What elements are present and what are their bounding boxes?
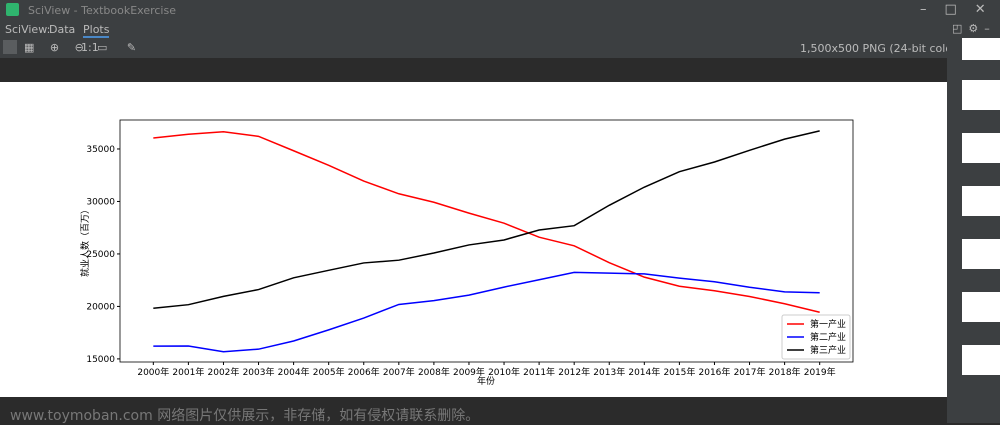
thumbnail[interactable]	[962, 345, 1000, 375]
tab[interactable]: Data	[49, 23, 76, 36]
legend-box	[781, 314, 851, 360]
x-tick-label: 2003年	[243, 366, 275, 378]
chart: 年份 就业人数（百万） 15000 20000 25000 30000 35000 200…	[0, 82, 947, 397]
x-tick-label: 2009年	[453, 366, 485, 378]
x-tick-label: 2010年	[488, 366, 520, 378]
line-series	[153, 271, 820, 353]
x-tick-label: 2019年	[804, 366, 836, 378]
x-tick-label: 2006年	[348, 366, 380, 378]
tab[interactable]: Plots	[83, 23, 110, 38]
sidebar: ◰⚙–	[947, 20, 1000, 423]
x-tick-label: 2001年	[172, 366, 204, 378]
y-tick-label: 35000	[86, 145, 115, 155]
x-tick-label: 2007年	[383, 366, 415, 378]
x-tick-label: 2002年	[208, 366, 240, 378]
thumbnail[interactable]	[962, 38, 1000, 60]
x-tick-label: 2005年	[313, 366, 345, 378]
tab-label: SciView:	[5, 23, 51, 36]
thumbnail[interactable]	[962, 186, 1000, 216]
thumbnail[interactable]	[962, 239, 1000, 269]
tab-bar: SciView: Data Plots	[0, 20, 947, 38]
window-controls[interactable]: –□✕	[920, 2, 1000, 17]
x-tick-label: 2015年	[663, 366, 695, 378]
legend-label: 第二产业	[810, 331, 846, 343]
window-title: SciView - TextbookExercise	[28, 4, 176, 17]
x-tick-label: 2004年	[278, 366, 310, 378]
y-tick-label: 20000	[86, 302, 115, 312]
x-tick-label: 2000年	[137, 366, 169, 378]
tool-icons[interactable]: ▭ ✎	[97, 41, 145, 54]
thumbnail[interactable]	[962, 292, 1000, 322]
app-icon	[6, 3, 19, 16]
x-tick-label: 2016年	[699, 366, 731, 378]
x-tick-label: 2012年	[558, 366, 590, 378]
x-tick-label: 2017年	[734, 366, 766, 378]
thumbnail[interactable]	[962, 133, 1000, 163]
tool-button[interactable]	[3, 40, 17, 54]
x-tick-label: 2018年	[769, 366, 801, 378]
toolbar: ▦ ⊕ ⊖ 1:1 ▭ ✎ 1,500x500 PNG (24-bit colo…	[0, 38, 1000, 58]
plot-frame	[119, 119, 854, 363]
y-tick-label: 15000	[86, 355, 115, 365]
tool-icons[interactable]: ▦ ⊕ ⊖	[24, 41, 90, 54]
zoom-button[interactable]: 1:1	[81, 41, 99, 54]
x-tick-label: 2014年	[628, 366, 660, 378]
legend-label: 第三产业	[810, 344, 846, 356]
watermark: www.toymoban.com 网络图片仅供展示，非存储，如有侵权请联系删除。	[10, 408, 480, 424]
x-axis-label: 年份	[477, 375, 495, 387]
sidebar-controls[interactable]: ◰⚙–	[952, 22, 996, 35]
thumbnail[interactable]	[962, 80, 1000, 110]
title-bar: SciView - TextbookExercise –□✕	[0, 0, 1000, 20]
line-series	[153, 131, 820, 313]
x-tick-label: 2013年	[593, 366, 625, 378]
x-tick-label: 2008年	[418, 366, 450, 378]
x-tick-label: 2011年	[523, 366, 555, 378]
y-axis-label: 就业人数（百万）	[79, 205, 91, 277]
line-series	[153, 130, 820, 310]
y-tick-label: 25000	[86, 250, 115, 260]
legend-label: 第一产业	[810, 318, 846, 330]
y-tick-label: 30000	[86, 197, 115, 207]
